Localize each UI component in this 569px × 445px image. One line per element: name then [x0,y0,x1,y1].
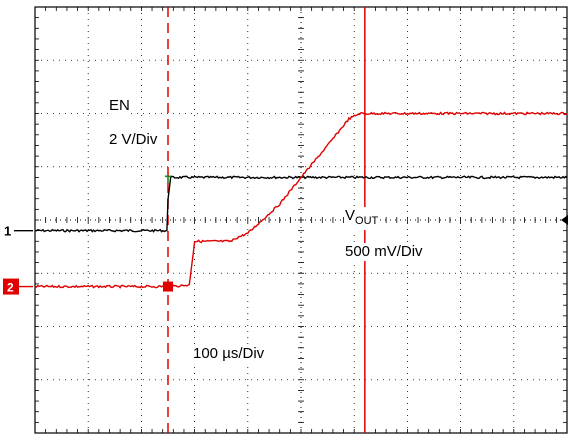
vout-label-subscript: OUT [355,215,379,227]
timebase-label: 100 µs/Div [193,345,267,363]
trigger-marker-en [165,175,171,184]
graticule [34,6,568,434]
en-channel-label: EN [109,97,130,115]
trace-en [34,175,568,233]
channel-markers: 12 [3,215,568,295]
channel-2-ground-box [3,278,19,295]
channel-2-ground-label: 2 [7,281,14,295]
trigger-marker-vout [163,281,173,292]
en-scale-label: 2 V/Div [109,131,158,149]
vout-scale-label: 500 mV/Div [345,243,423,261]
channel-1-ground-label: 1 [4,224,11,239]
vout-label-main: V [345,207,356,224]
vout-channel-label: VOUT [345,207,379,230]
trace-vout [34,111,568,289]
traces [34,111,568,292]
trigger-level-arrow [561,215,568,225]
